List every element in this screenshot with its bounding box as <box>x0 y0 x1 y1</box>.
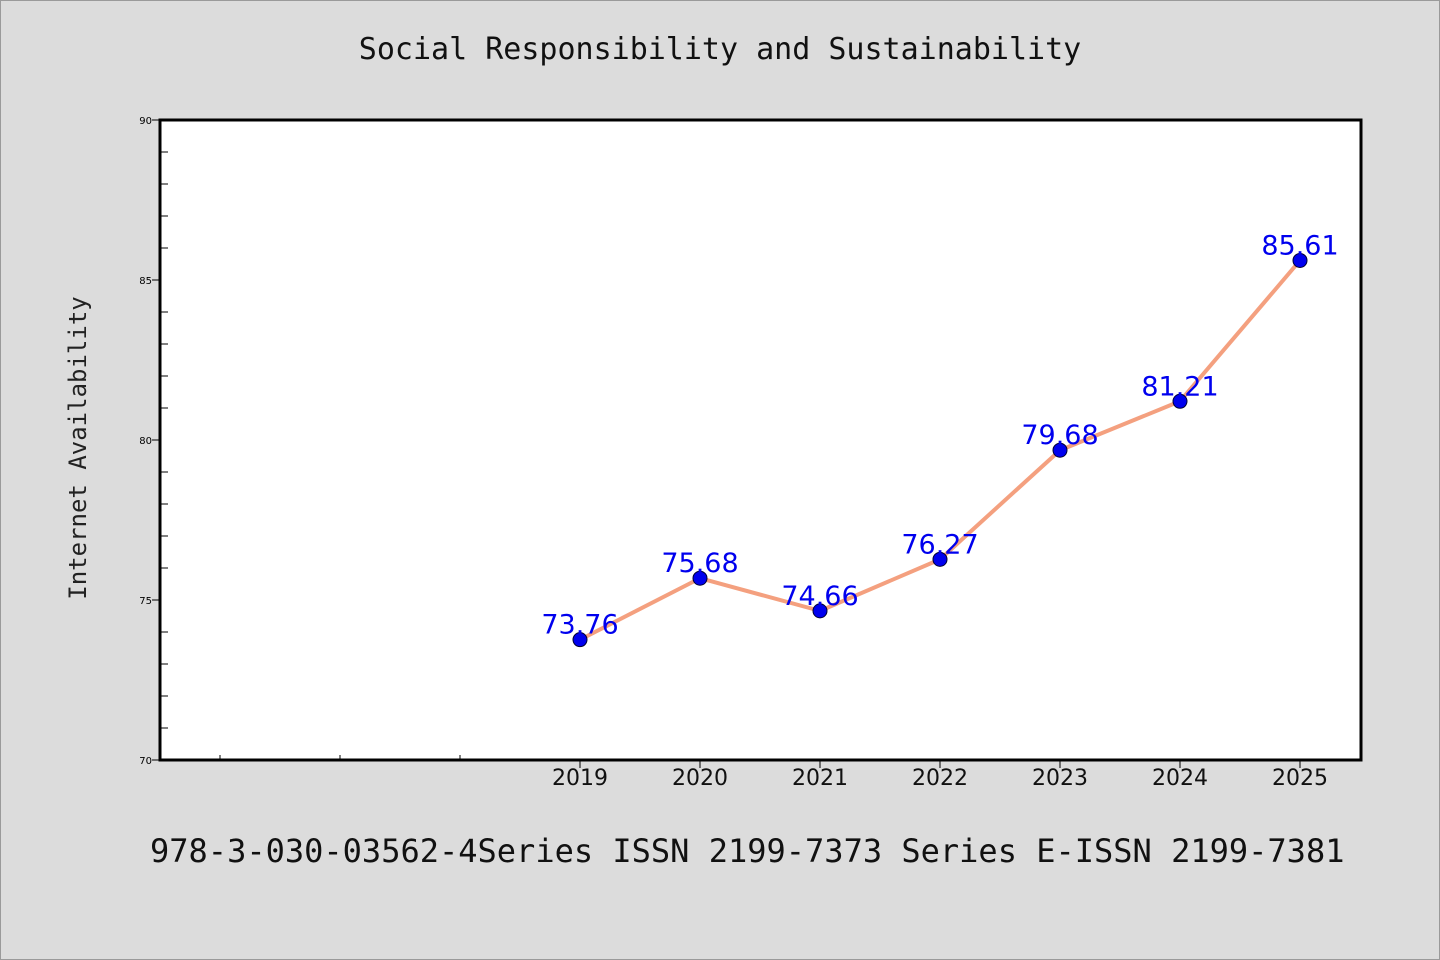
data-point-marker <box>932 551 948 567</box>
y-axis-label: Internet Availability <box>64 296 92 599</box>
series-layer <box>572 252 1308 648</box>
data-point-marker <box>1172 393 1188 409</box>
x-tick-label: 2023 <box>1032 766 1088 791</box>
x-tick-label: 2019 <box>552 766 608 791</box>
y-tick-label: 80 <box>139 436 152 447</box>
y-tick-label: 75 <box>139 596 152 607</box>
data-label: 75.68 <box>661 548 738 579</box>
y-axis-ticks: 70 75 80 85 90 <box>139 116 168 767</box>
data-label: 73.76 <box>541 610 618 641</box>
data-label: 85.61 <box>1261 230 1338 261</box>
data-label: 76.27 <box>901 529 978 560</box>
data-point-marker <box>1052 442 1068 458</box>
y-tick-label: 85 <box>139 276 152 287</box>
y-tick-label: 70 <box>139 756 152 767</box>
x-tick-label: 2024 <box>1152 766 1208 791</box>
isbn-issn-footer: 978-3-030-03562-4Series ISSN 2199-7373 S… <box>150 832 1345 870</box>
x-tick-label: 2021 <box>792 766 848 791</box>
data-label: 74.66 <box>781 581 858 612</box>
data-point-marker <box>572 632 588 648</box>
chart-title: Social Responsibility and Sustainability <box>358 32 1082 67</box>
x-tick-label: 2022 <box>912 766 968 791</box>
x-tick-label: 2025 <box>1272 766 1328 791</box>
data-label: 79.68 <box>1021 420 1098 451</box>
plot-area <box>158 118 1363 762</box>
data-labels: 73.76 75.68 74.66 76.27 79.68 81.21 85.61 <box>541 230 1338 640</box>
data-point-marker <box>812 603 828 619</box>
data-label: 81.21 <box>1141 371 1218 402</box>
x-axis-ticks: 2019 2020 2021 2022 2023 2024 2025 <box>219 755 1328 791</box>
data-point-marker <box>692 570 708 586</box>
y-tick-label: 90 <box>139 116 152 127</box>
x-tick-label: 2020 <box>672 766 728 791</box>
data-point-marker <box>1292 252 1308 268</box>
